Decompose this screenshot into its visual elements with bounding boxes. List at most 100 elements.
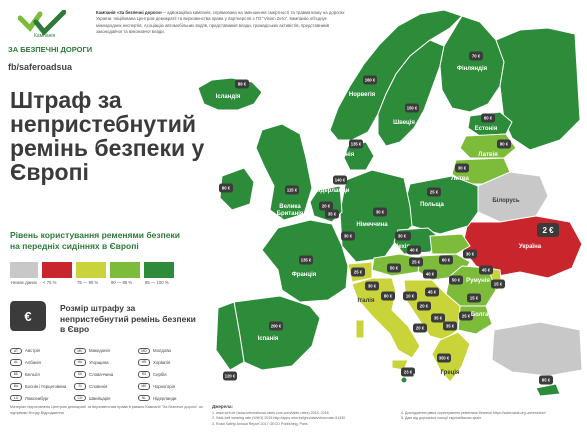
abbr-name: Боснія і Герцеговина <box>25 383 67 389</box>
country-label: Румунія <box>466 278 490 284</box>
facebook-link[interactable]: fb/saferoadsua <box>8 62 73 72</box>
abbr-item: HR Хорватія <box>138 357 202 369</box>
country-denmark[interactable] <box>343 141 375 171</box>
abbr-name: Чорногорія <box>153 383 175 389</box>
country-norway[interactable] <box>329 9 463 141</box>
abbr-code: BA <box>10 383 22 390</box>
country-italy[interactable] <box>351 277 421 359</box>
country-label: Болгарія <box>471 312 498 318</box>
abbr-item: HU Угорщина <box>74 357 138 369</box>
country-belarus[interactable] <box>477 171 549 223</box>
svg-text:€: € <box>24 309 31 324</box>
country-sweden[interactable] <box>377 39 445 147</box>
fine-badge-23: 23 € <box>401 367 415 377</box>
svg-text:20 €: 20 € <box>322 204 331 209</box>
fine-badge-small: 50 € <box>387 263 401 273</box>
intro-body: – адвокаційна кампанія, спрямована на зм… <box>96 10 345 35</box>
country-label: Литва <box>451 176 469 182</box>
svg-text:15 €: 15 € <box>494 282 503 287</box>
country-slovakia[interactable] <box>429 233 471 255</box>
svg-text:50 €: 50 € <box>452 278 461 283</box>
scale-swatch <box>76 262 106 278</box>
country-malta[interactable] <box>400 376 408 384</box>
country-label: Німеччина <box>356 222 388 228</box>
sources-list: 1. www.tcrfl.de (www.international-rates… <box>212 411 582 427</box>
country-label: Греція <box>440 370 460 376</box>
fine-badge-17: 45 € <box>479 265 493 275</box>
country-finland[interactable] <box>439 15 505 113</box>
abbr-code: AT <box>10 347 22 355</box>
abbr-code: LU <box>10 394 22 402</box>
country-portugal[interactable] <box>215 301 245 371</box>
fine-badge-small: 30 € <box>463 249 477 259</box>
abbr-item: MK Македонія <box>74 345 138 357</box>
map-labels: 89 € Ісландія 160 € Норвегія 150 € Швеція 70 €… <box>200 51 559 392</box>
source-item[interactable]: 1. www.tcrfl.de (www.international-rates… <box>212 411 329 415</box>
svg-text:20 €: 20 € <box>416 326 425 331</box>
svg-text:80 €: 80 € <box>222 186 231 191</box>
svg-text:30 €: 30 € <box>458 166 467 171</box>
campaign-logo[interactable]: Кампанія ЗА БЕЗПЕЧНІ ДОРОГИ fb/saferoads… <box>8 10 92 72</box>
abbr-name: Швейцарія <box>89 395 111 401</box>
svg-text:150 €: 150 € <box>407 106 418 111</box>
fine-badge-small: 15 € <box>467 293 481 303</box>
fine-badge-9: 115 € <box>285 185 299 195</box>
country-spain[interactable] <box>233 295 321 371</box>
fine-badge-small: 25 € <box>409 257 423 267</box>
fine-badge-6: 30 € <box>455 163 469 173</box>
scale-swatch <box>144 262 174 278</box>
fine-badge-small: 30 € <box>365 281 379 291</box>
fine-badge-small: 40 € <box>423 269 437 279</box>
fine-badge-small: 40 € <box>407 245 421 255</box>
country-label: Ісландія <box>216 94 241 100</box>
scale-swatch <box>42 262 72 278</box>
country-label: Кіпр <box>520 386 533 392</box>
svg-text:30 €: 30 € <box>398 234 407 239</box>
country-label: Білорусь <box>492 198 519 204</box>
country-label: Швеція <box>393 120 415 126</box>
source-item[interactable]: 3. Road Safety Annual Report 2017 OECD P… <box>212 421 308 426</box>
abbr-code: AL <box>10 359 22 366</box>
country-label: Україна <box>519 244 542 250</box>
intro-text: Кампанія «За безпечні дороги» – адвокаці… <box>96 10 346 36</box>
abbr-code: BE <box>10 371 22 378</box>
abbr-name: Молдова <box>153 348 171 354</box>
svg-text:20 €: 20 € <box>420 304 429 309</box>
abbr-code: MK <box>74 347 86 355</box>
abbr-name: Албанія <box>25 360 41 366</box>
abbr-name: Бельгія <box>25 371 40 377</box>
abbr-item: SK Словаччина <box>74 369 138 381</box>
source-item[interactable]: 2. Seat-belt wearing rate (WHO) 2015 htt… <box>212 416 346 421</box>
abbr-name: Словенія <box>89 383 108 389</box>
country-label: Чехія <box>394 244 410 250</box>
country-label: Ірландія <box>200 202 225 208</box>
source-item[interactable]: 4. Дослідження рівня користування ременя… <box>401 411 546 415</box>
country-great-britain[interactable] <box>255 123 313 221</box>
legend-title: Рівень користування ременями безпеки на … <box>10 230 180 251</box>
fine-badge-small: 25 € <box>351 267 365 277</box>
svg-text:50 €: 50 € <box>390 266 399 271</box>
svg-text:35 €: 35 € <box>446 324 455 329</box>
svg-text:30 €: 30 € <box>376 210 385 215</box>
source-item[interactable]: 5. Дані від дорожньої поліції європейськ… <box>401 416 482 421</box>
country-ireland[interactable] <box>219 167 255 211</box>
footnote: Матеріал підготовлено Центром демократії… <box>10 405 203 415</box>
country-cyprus[interactable] <box>535 383 561 397</box>
svg-text:25 €: 25 € <box>354 270 363 275</box>
fine-badge-small: 35 € <box>325 209 339 219</box>
abbr-code: MD <box>138 347 150 355</box>
abbr-name: Угорщина <box>89 360 109 366</box>
scale-label: < 75 % <box>43 280 57 285</box>
region-turkey <box>491 321 583 377</box>
svg-text:23 €: 23 € <box>404 370 413 375</box>
abbr-column: AT Австрія AL Албанія BE Бельгія BA Боснія і Ге… <box>10 345 74 404</box>
abbr-column: MD Молдова HR Хорватія RS Сербія ME Чорногорія N… <box>138 345 202 404</box>
svg-text:25 €: 25 € <box>430 190 439 195</box>
svg-text:60 €: 60 € <box>484 116 493 121</box>
country-label: Португалія <box>200 382 233 388</box>
fine-badge-22: 350 € <box>437 353 451 363</box>
svg-text:25 €: 25 € <box>412 260 421 265</box>
country-label: Іспанія <box>258 336 279 342</box>
svg-text:35 €: 35 € <box>434 316 443 321</box>
abbr-name: Хорватія <box>153 360 171 366</box>
